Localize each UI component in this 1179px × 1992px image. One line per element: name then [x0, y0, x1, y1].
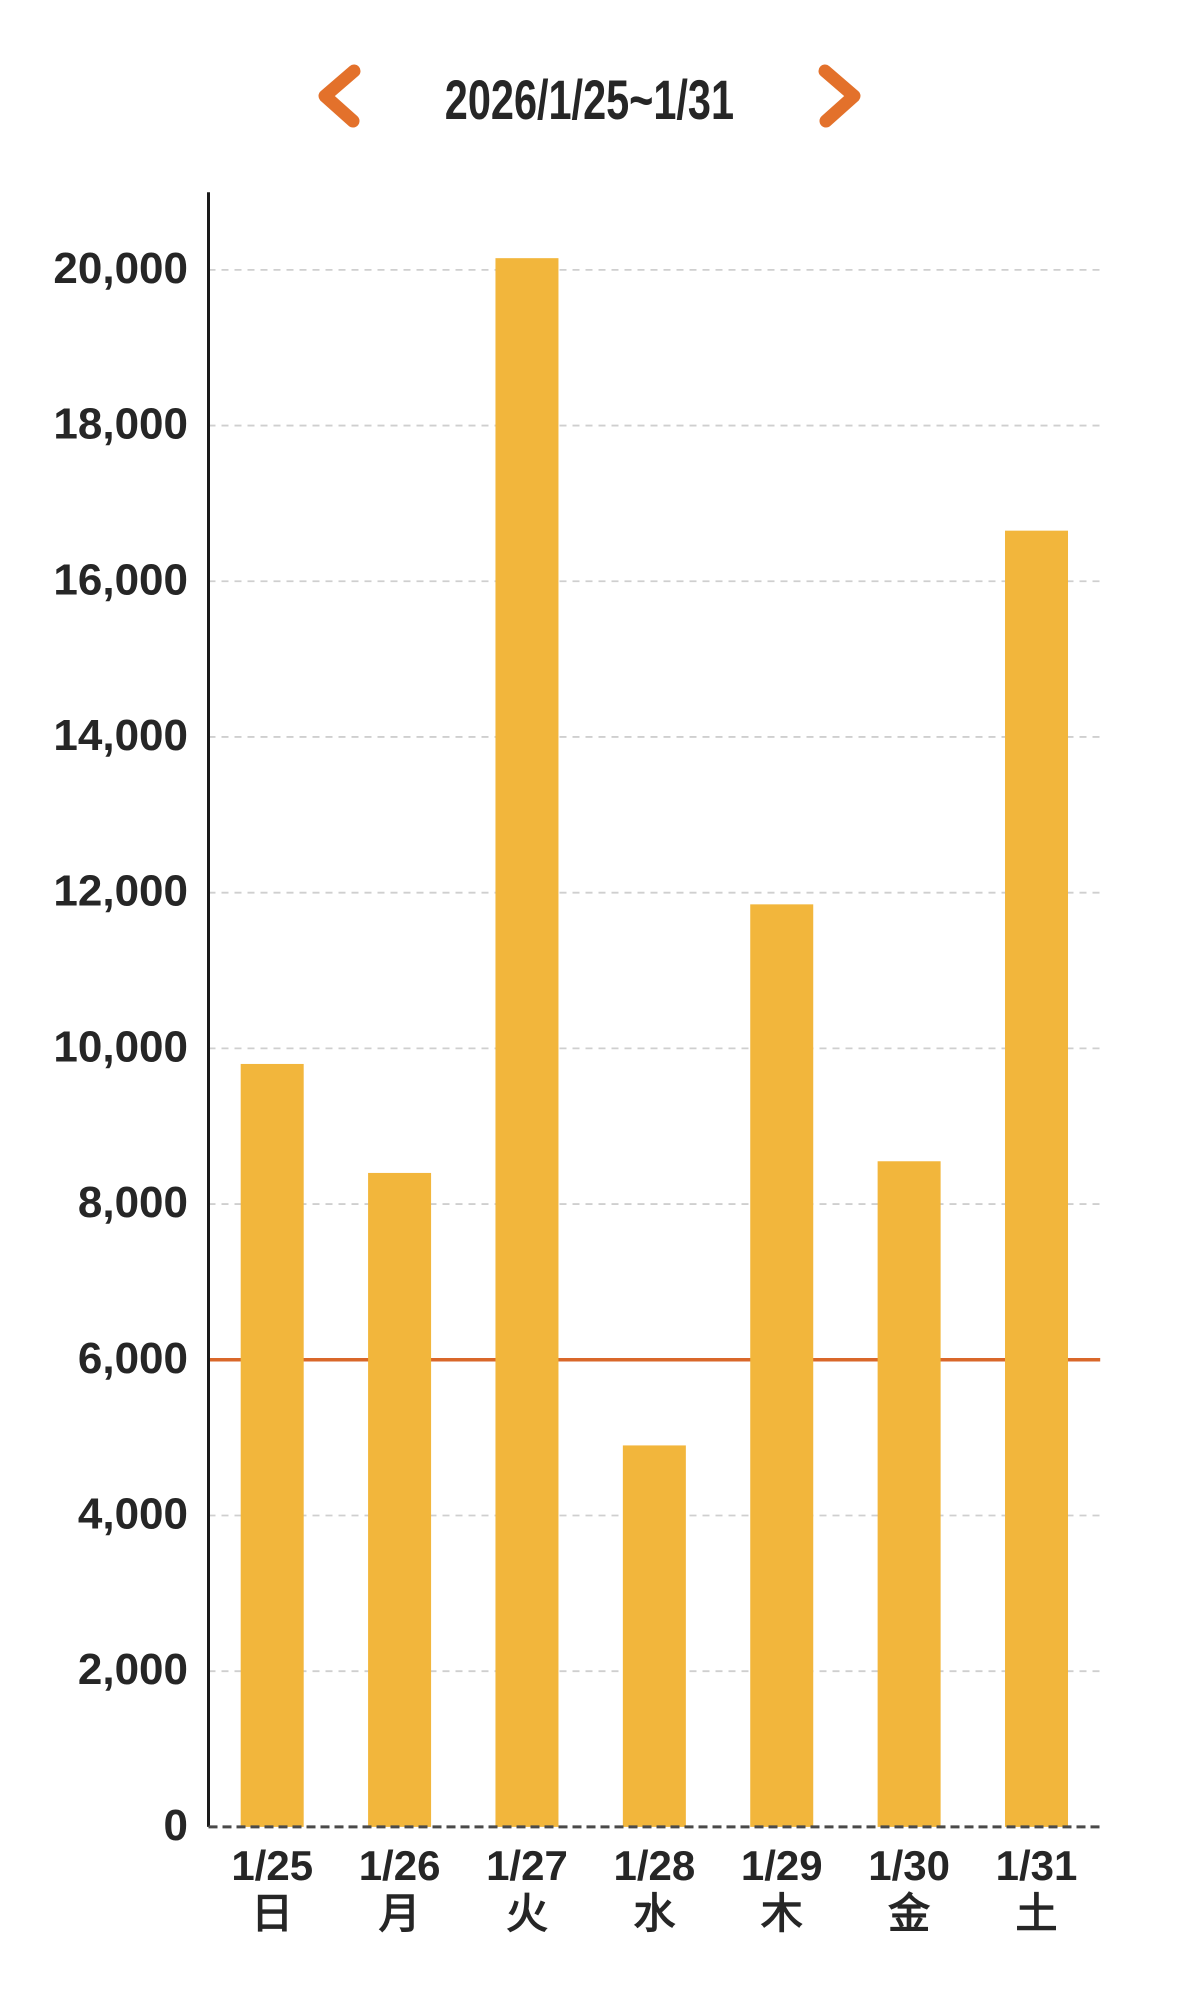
svg-text:木: 木: [761, 1890, 803, 1937]
svg-text:20,000: 20,000: [53, 244, 188, 293]
svg-text:14,000: 14,000: [53, 711, 188, 760]
svg-text:1/26: 1/26: [359, 1842, 441, 1889]
svg-text:6,000: 6,000: [78, 1334, 188, 1383]
svg-text:土: 土: [1016, 1890, 1058, 1937]
svg-text:金: 金: [887, 1890, 931, 1937]
svg-text:日: 日: [251, 1890, 293, 1937]
svg-text:1/27: 1/27: [486, 1842, 568, 1889]
svg-text:月: 月: [379, 1890, 421, 1937]
svg-text:1/25: 1/25: [231, 1842, 313, 1889]
svg-text:1/28: 1/28: [613, 1842, 695, 1889]
svg-text:水: 水: [633, 1890, 676, 1937]
svg-text:16,000: 16,000: [53, 555, 188, 604]
svg-text:2,000: 2,000: [78, 1645, 188, 1694]
svg-text:8,000: 8,000: [78, 1178, 188, 1227]
svg-text:10,000: 10,000: [53, 1022, 188, 1071]
svg-text:1/29: 1/29: [741, 1842, 823, 1889]
svg-text:1/31: 1/31: [996, 1842, 1078, 1889]
svg-text:18,000: 18,000: [53, 400, 188, 449]
svg-text:火: 火: [506, 1890, 548, 1937]
svg-text:4,000: 4,000: [78, 1489, 188, 1538]
svg-text:1/30: 1/30: [868, 1842, 950, 1889]
svg-text:12,000: 12,000: [53, 867, 188, 916]
svg-text:0: 0: [164, 1801, 188, 1850]
